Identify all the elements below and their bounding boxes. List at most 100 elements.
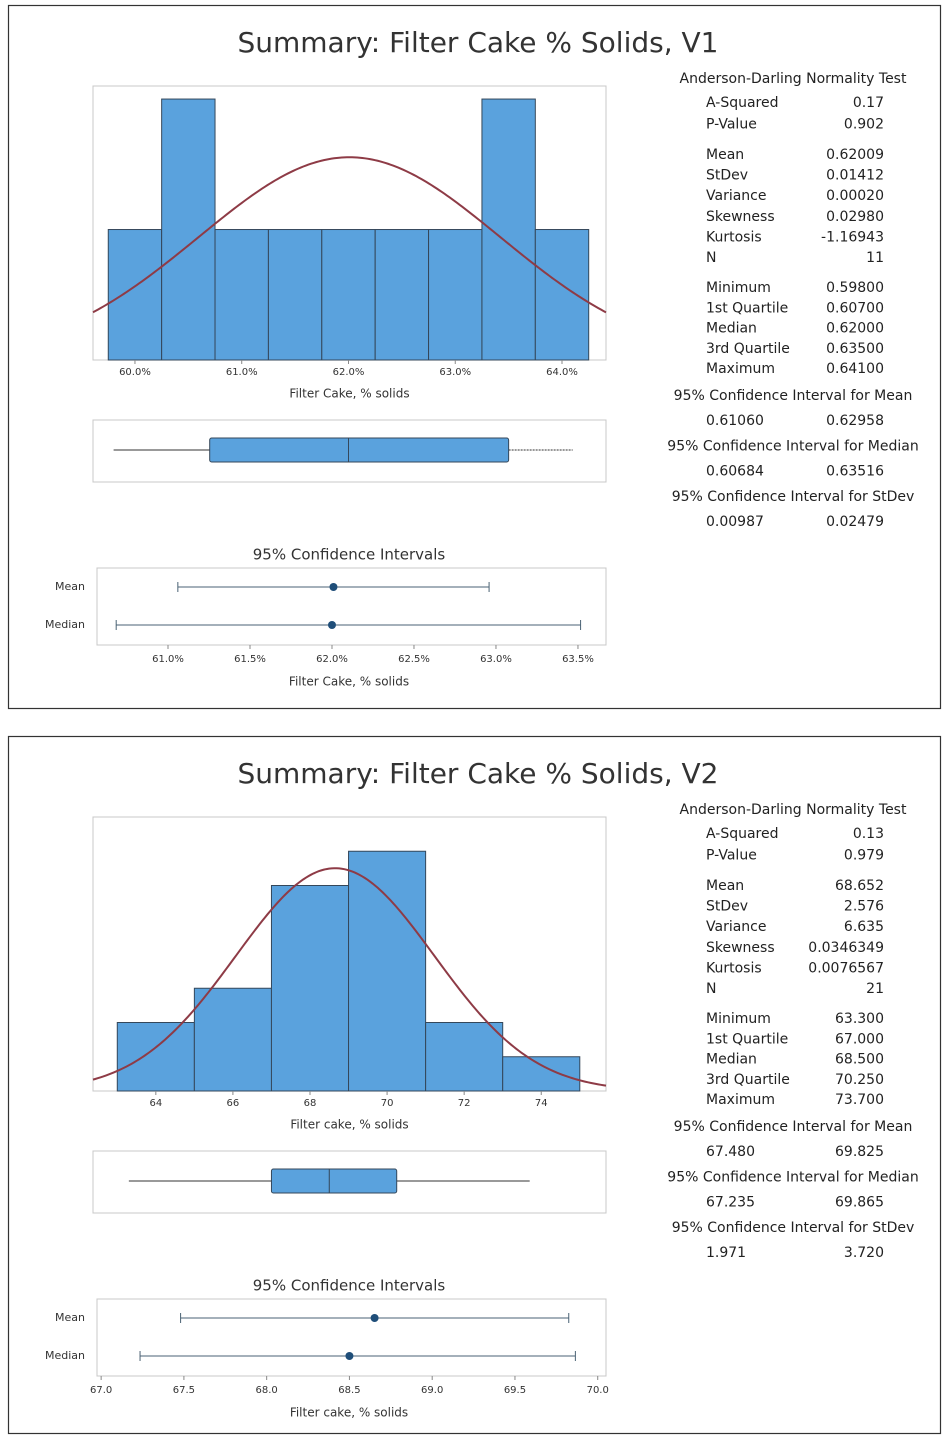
histogram-bar [267,229,323,361]
stat-value: 0.17 [853,95,884,111]
histogram-bar [116,1022,195,1092]
x-tick-label: 61.0% [152,654,184,665]
stat-label: Variance [706,919,766,935]
x-tick-label: 61.0% [226,367,258,378]
histogram-bar [502,1056,581,1092]
ci-title: 95% Confidence Intervals [253,546,446,564]
x-tick-label: 67.5 [173,1385,195,1396]
stat-label: Kurtosis [706,229,762,245]
stat-label: Kurtosis [706,960,762,976]
histogram-bar [193,987,272,1092]
normal-curve [92,867,607,1087]
stat-label: Skewness [706,940,775,956]
stat-label: Maximum [706,1092,775,1108]
stat-value: 0.63500 [826,341,884,357]
ci-row-label: Mean [55,1311,85,1324]
stat-value: 0.02980 [826,209,884,225]
histogram-bar [107,229,163,361]
interval-low: 67.235 [706,1195,755,1211]
x-tick-label: 70.0 [587,1385,609,1396]
histogram-bar [374,229,430,361]
interval-title: 95% Confidence Interval for Mean [674,388,913,404]
x-axis-label: Filter cake, % solids [290,1118,408,1132]
box [270,1168,398,1194]
stat-label: N [706,981,716,997]
histogram-bar [270,885,350,1092]
stat-value: 0.979 [844,848,884,864]
ci-row-label: Median [45,1349,85,1362]
x-tick-label: 63.0% [439,367,471,378]
x-axis-label: Filter cake, % solids [290,1406,408,1420]
stat-value: 0.60700 [826,300,884,316]
x-tick-label: 66 [227,1098,240,1109]
interval-title: 95% Confidence Interval for Mean [674,1119,913,1135]
x-tick-label: 69.0 [421,1385,443,1396]
stat-value: 73.700 [835,1092,884,1108]
interval-high: 3.720 [844,1245,884,1261]
interval-high: 0.62958 [826,413,884,429]
stat-label: 1st Quartile [706,1031,788,1047]
interval-low: 1.971 [706,1245,746,1261]
interval-title: 95% Confidence Interval for StDev [672,489,915,505]
ci-point [370,1314,379,1322]
x-tick-label: 68 [304,1098,317,1109]
interval-high: 69.825 [835,1144,884,1160]
stat-value: 0.902 [844,117,884,133]
stat-value: 0.64100 [826,361,884,377]
interval-high: 69.865 [835,1195,884,1211]
stat-value: 0.01412 [826,168,884,184]
histogram-bar [348,850,427,1092]
ci-point [345,1352,354,1360]
stat-label: Median [706,1052,757,1068]
interval-low: 0.00987 [706,514,764,530]
x-tick-label: 62.0% [333,367,365,378]
histogram-bar [161,98,216,361]
stat-value: 0.13 [853,826,884,842]
x-tick-label: 64 [149,1098,162,1109]
stat-label: P-Value [706,117,757,133]
histogram-bar [214,229,269,361]
box [209,437,510,463]
stat-label: Maximum [706,361,775,377]
stat-value: 0.00020 [826,188,884,204]
x-tick-label: 63.0% [480,654,512,665]
ci-frame [96,1298,607,1377]
histogram-bar [425,1022,504,1092]
panel-title: Summary: Filter Cake % Solids, V1 [237,26,718,59]
ci-frame [96,567,607,646]
interval-low: 67.480 [706,1144,755,1160]
stat-label: A-Squared [706,95,779,111]
stat-value: 0.59800 [826,280,884,296]
x-tick-label: 62.0% [316,654,348,665]
panel-border [7,735,942,1435]
stat-label: Minimum [706,1011,771,1027]
stat-value: 67.000 [835,1031,884,1047]
stat-value: 0.62009 [826,147,884,163]
normal-curve [92,156,607,314]
interval-low: 0.61060 [706,413,764,429]
x-tick-label: 72 [458,1098,471,1109]
stat-value: 2.576 [844,899,884,915]
stat-value: 68.500 [835,1052,884,1068]
x-tick-label: 61.5% [234,654,266,665]
stat-label: P-Value [706,848,757,864]
stat-label: Mean [706,878,744,894]
x-tick-label: 68.0 [256,1385,278,1396]
ci-point [329,583,338,591]
panel-title: Summary: Filter Cake % Solids, V2 [237,757,718,790]
interval-high: 0.63516 [826,464,884,480]
x-axis-label: Filter Cake, % solids [289,387,409,401]
x-tick-label: 70 [381,1098,394,1109]
stat-label: Variance [706,188,766,204]
interval-title: 95% Confidence Interval for StDev [672,1220,915,1236]
x-axis-label: Filter Cake, % solids [289,675,409,689]
x-tick-label: 62.5% [398,654,430,665]
histogram-bar [428,229,483,361]
stat-value: 0.62000 [826,321,884,337]
x-tick-label: 74 [535,1098,548,1109]
test-title: Anderson-Darling Normality Test [680,71,907,87]
stat-label: 3rd Quartile [706,1072,790,1088]
interval-low: 0.60684 [706,464,764,480]
interval-title: 95% Confidence Interval for Median [667,1170,918,1186]
interval-high: 0.02479 [826,514,884,530]
